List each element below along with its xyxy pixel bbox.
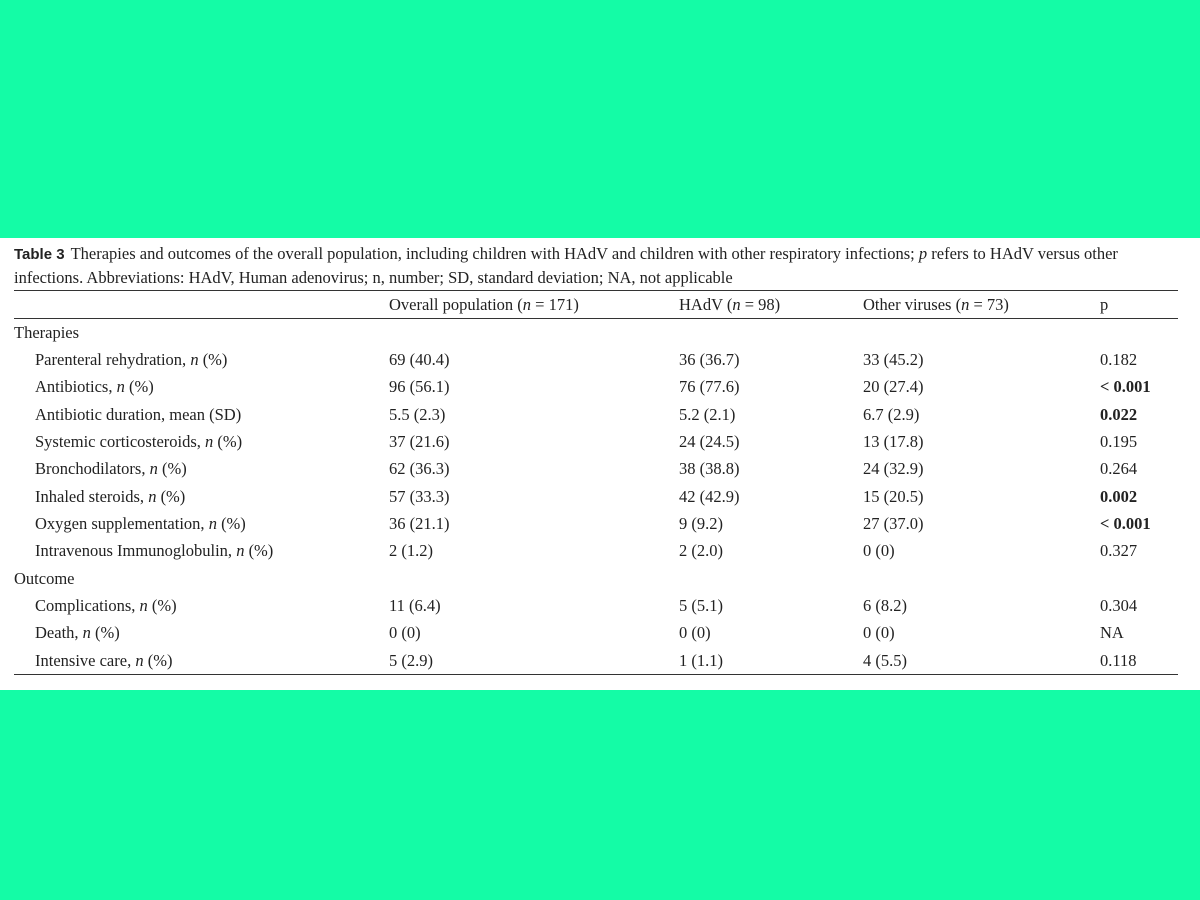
table-row: Death, n (%) 0 (0) 0 (0) 0 (0) NA (14, 620, 1178, 647)
section-title: Therapies (14, 322, 80, 342)
row-label: Intensive care, n (%) (14, 646, 389, 676)
cell: 6.7 (2.9) (863, 404, 920, 424)
cell: 0 (0) (863, 541, 895, 561)
cell: 5.5 (2.3) (389, 404, 446, 424)
row-label: Bronchodilators, n (%) (35, 459, 187, 479)
cell: 0 (0) (863, 623, 895, 643)
table-row: Antibiotic duration, mean (SD) 5.5 (2.3) 5… (14, 401, 1178, 428)
table-row: Inhaled steroids, n (%) 57 (33.3) 42 (42.9… (14, 483, 1178, 510)
table-body: Therapies Parenteral rehydration, n (%) 69… (14, 319, 1178, 676)
table-row: Systemic corticosteroids, n (%) 37 (21.6)… (14, 428, 1178, 455)
table-row: Intravenous Immunoglobulin, n (%) 2 (1.2)… (14, 538, 1178, 565)
table-row: Intensive care, n (%) 5 (2.9) 1 (1.1) 4 (5.… (14, 646, 1178, 676)
table-row: Oxygen supplementation, n (%) 36 (21.1) 9 … (14, 510, 1178, 537)
section-row: Therapies (14, 319, 1178, 347)
cell: 2 (1.2) (389, 541, 433, 561)
cell: 96 (56.1) (389, 377, 450, 397)
cell: 36 (36.7) (679, 349, 740, 369)
cell: 0.264 (1100, 459, 1138, 479)
cell: 62 (36.3) (389, 459, 450, 479)
cell: 24 (32.9) (863, 459, 924, 479)
cell: 0 (0) (679, 623, 711, 643)
row-label: Inhaled steroids, n (%) (35, 486, 186, 506)
cell: 37 (21.6) (389, 431, 450, 451)
cell: 27 (37.0) (863, 513, 924, 533)
header-cell: Overall population (n = 171) (389, 290, 679, 319)
row-label: Antibiotics, n (%) (35, 377, 154, 397)
cell: 24 (24.5) (679, 431, 740, 451)
table-row: Complications, n (%) 11 (6.4) 5 (5.1) 6 (8.… (14, 592, 1178, 619)
cell: 1 (1.1) (679, 646, 863, 676)
row-label: Parenteral rehydration, n (%) (35, 349, 228, 369)
cell: 0.182 (1100, 349, 1138, 369)
table-row: Bronchodilators, n (%) 62 (36.3) 38 (38.8)… (14, 456, 1178, 483)
cell: 57 (33.3) (389, 486, 450, 506)
cell: 0.118 (1100, 646, 1178, 676)
cell: < 0.001 (1100, 513, 1151, 533)
cell: 38 (38.8) (679, 459, 740, 479)
cell: 0.002 (1100, 486, 1138, 506)
table-row: Parenteral rehydration, n (%) 69 (40.4) 36… (14, 346, 1178, 373)
cell: NA (1100, 623, 1124, 643)
cell: 36 (21.1) (389, 513, 450, 533)
table: Overall population (n = 171) HAdV (n = 98… (14, 290, 1178, 676)
cell: 5 (5.1) (679, 595, 723, 615)
cell: 33 (45.2) (863, 349, 924, 369)
header-cell: Other viruses (n = 73) (863, 290, 1100, 319)
section-title: Outcome (14, 568, 75, 588)
row-label: Systemic corticosteroids, n (%) (35, 431, 243, 451)
cell: 4 (5.5) (863, 646, 1100, 676)
row-label: Antibiotic duration, mean (SD) (35, 404, 242, 424)
cell: < 0.001 (1100, 377, 1151, 397)
cell: 20 (27.4) (863, 377, 924, 397)
row-label: Oxygen supplementation, n (%) (35, 513, 246, 533)
cell: 69 (40.4) (389, 349, 450, 369)
cell: 0.304 (1100, 595, 1138, 615)
cell: 15 (20.5) (863, 486, 924, 506)
row-label: Intravenous Immunoglobulin, n (%) (35, 541, 274, 561)
cell: 13 (17.8) (863, 431, 924, 451)
cell: 11 (6.4) (389, 595, 441, 615)
cell: 0.195 (1100, 431, 1138, 451)
cell: 5.2 (2.1) (679, 404, 736, 424)
cell: 76 (77.6) (679, 377, 740, 397)
header-row: Overall population (n = 171) HAdV (n = 98… (14, 290, 1178, 319)
header-cell: p (1100, 290, 1178, 319)
section-row: Outcome (14, 565, 1178, 592)
cell: 9 (9.2) (679, 513, 723, 533)
document: Table 3 Therapies and outcomes of the ove… (0, 238, 1200, 690)
header-cell (14, 290, 389, 319)
caption-label: Table 3 (14, 246, 65, 263)
table-row: Antibiotics, n (%) 96 (56.1) 76 (77.6) 20 (… (14, 374, 1178, 401)
row-label: Complications, n (%) (35, 595, 177, 615)
row-label: Death, n (%) (35, 623, 120, 643)
cell: 0.327 (1100, 541, 1138, 561)
caption-text: Therapies and outcomes of the overall po… (14, 244, 1118, 287)
cell: 2 (2.0) (679, 541, 723, 561)
cell: 6 (8.2) (863, 595, 907, 615)
cell: 0 (0) (389, 623, 421, 643)
cell: 0.022 (1100, 404, 1138, 424)
cell: 5 (2.9) (389, 646, 679, 676)
cell: 42 (42.9) (679, 486, 740, 506)
header-cell: HAdV (n = 98) (679, 290, 863, 319)
caption: Table 3 Therapies and outcomes of the ove… (14, 242, 1184, 289)
